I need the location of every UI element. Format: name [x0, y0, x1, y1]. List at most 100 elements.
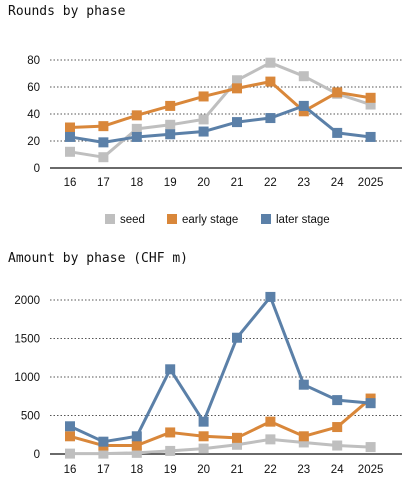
x-tick-label: 17 — [97, 177, 110, 189]
y-tick-label: 0 — [34, 163, 40, 175]
data-point — [131, 123, 142, 134]
data-point — [65, 421, 75, 432]
data-point — [98, 448, 109, 459]
data-point — [298, 106, 309, 117]
data-point — [198, 114, 209, 125]
x-tick-label: 2025 — [358, 464, 384, 476]
data-point — [165, 119, 176, 130]
x-tick-label: 21 — [231, 177, 244, 189]
data-point — [365, 131, 376, 142]
data-point — [265, 434, 276, 445]
series-later-stage — [65, 291, 376, 447]
data-point — [165, 364, 176, 375]
data-point — [165, 100, 176, 111]
data-point — [65, 131, 75, 142]
data-point — [365, 92, 376, 103]
data-point — [332, 87, 343, 98]
data-point — [131, 131, 142, 142]
data-point — [232, 75, 242, 86]
y-tick-label: 20 — [27, 136, 40, 148]
data-point — [131, 447, 142, 458]
series-early-stage — [65, 76, 376, 133]
data-point — [265, 57, 276, 68]
data-point — [198, 126, 209, 137]
data-point — [131, 110, 142, 121]
series-line — [69, 104, 371, 144]
data-point — [165, 445, 176, 456]
data-point — [265, 416, 276, 427]
data-point — [232, 439, 242, 450]
data-point — [332, 440, 343, 451]
data-point — [332, 395, 343, 406]
series-seed — [65, 434, 376, 459]
data-point — [298, 379, 309, 390]
data-point — [365, 442, 376, 453]
series-seed — [65, 57, 376, 163]
legend-label: early stage — [182, 214, 238, 226]
legend-swatch — [167, 214, 177, 224]
data-point — [298, 100, 309, 111]
gridlines — [50, 299, 402, 455]
data-point — [332, 422, 343, 433]
data-point — [65, 122, 75, 133]
data-point — [98, 436, 109, 447]
x-tick-label: 24 — [331, 177, 344, 189]
series-line — [69, 61, 372, 159]
x-tick-label: 21 — [231, 464, 244, 476]
series-line — [70, 437, 371, 456]
x-tick-label: 23 — [297, 464, 310, 476]
x-tick-label: 24 — [331, 464, 344, 476]
y-tick-label: 0 — [34, 449, 40, 461]
y-tick-label: 2000 — [14, 295, 40, 307]
legend-label: later stage — [276, 214, 330, 226]
chart-title: Amount by phase (CHF m) — [8, 251, 189, 266]
data-point — [65, 146, 75, 157]
data-point — [298, 71, 309, 82]
x-tick-label: 16 — [64, 177, 77, 189]
data-point — [232, 117, 242, 128]
data-point — [265, 76, 276, 87]
data-point — [165, 427, 176, 438]
x-tick-label: 20 — [197, 177, 210, 189]
chart-title: Rounds by phase — [8, 4, 126, 19]
series-later-stage — [65, 100, 376, 148]
data-point — [65, 448, 75, 459]
data-point — [232, 83, 242, 94]
data-point — [298, 431, 309, 442]
gridlines — [50, 59, 402, 169]
data-point — [198, 443, 209, 454]
x-tick-label: 18 — [130, 464, 143, 476]
y-tick-label: 80 — [27, 55, 40, 67]
y-tick-label: 1500 — [14, 334, 40, 346]
data-point — [98, 137, 109, 148]
data-point — [365, 99, 376, 110]
x-tick-label: 23 — [297, 177, 310, 189]
x-tick-label: 22 — [264, 464, 277, 476]
y-tick-label: 500 — [21, 411, 40, 423]
data-point — [131, 431, 142, 442]
legend-swatch — [261, 214, 271, 224]
data-point — [131, 440, 142, 451]
data-point — [265, 113, 276, 124]
x-tick-label: 20 — [197, 464, 210, 476]
data-point — [65, 431, 75, 442]
series-line — [69, 397, 372, 448]
amount-chart: Amount by phase (CHF m) 0 500 1000 1500 2000… — [0, 245, 419, 487]
y-tick-label: 60 — [27, 82, 40, 94]
data-point — [365, 398, 376, 409]
data-point — [198, 431, 209, 442]
data-point — [98, 121, 109, 132]
series-early-stage — [65, 393, 376, 451]
data-point — [198, 416, 209, 427]
x-tick-label: 22 — [264, 177, 277, 189]
x-tick-label: 19 — [164, 464, 177, 476]
data-point — [232, 332, 242, 343]
x-tick-label: 2025 — [358, 177, 384, 189]
amount-chart-plot: 0 500 1000 1500 2000 16 17 18 19 20 21 22 23 24 2025 — [14, 291, 402, 476]
x-tick-label: 17 — [97, 464, 110, 476]
data-point — [98, 152, 109, 163]
y-tick-label: 1000 — [14, 372, 40, 384]
x-tick-label: 19 — [164, 177, 177, 189]
data-point — [165, 129, 176, 140]
x-tick-label: 16 — [64, 464, 77, 476]
